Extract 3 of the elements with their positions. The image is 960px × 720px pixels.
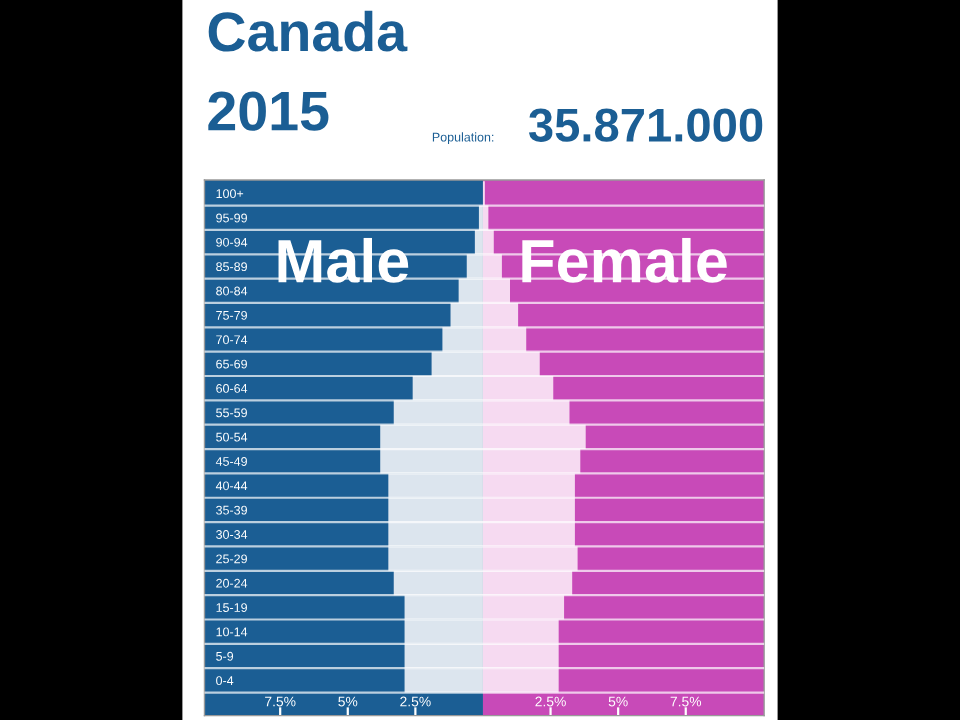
chart-subtitle: 2015 — [208, 91, 329, 131]
text: 35.871.000 — [528, 108, 763, 142]
chart-title: Canada — [208, 10, 408, 52]
